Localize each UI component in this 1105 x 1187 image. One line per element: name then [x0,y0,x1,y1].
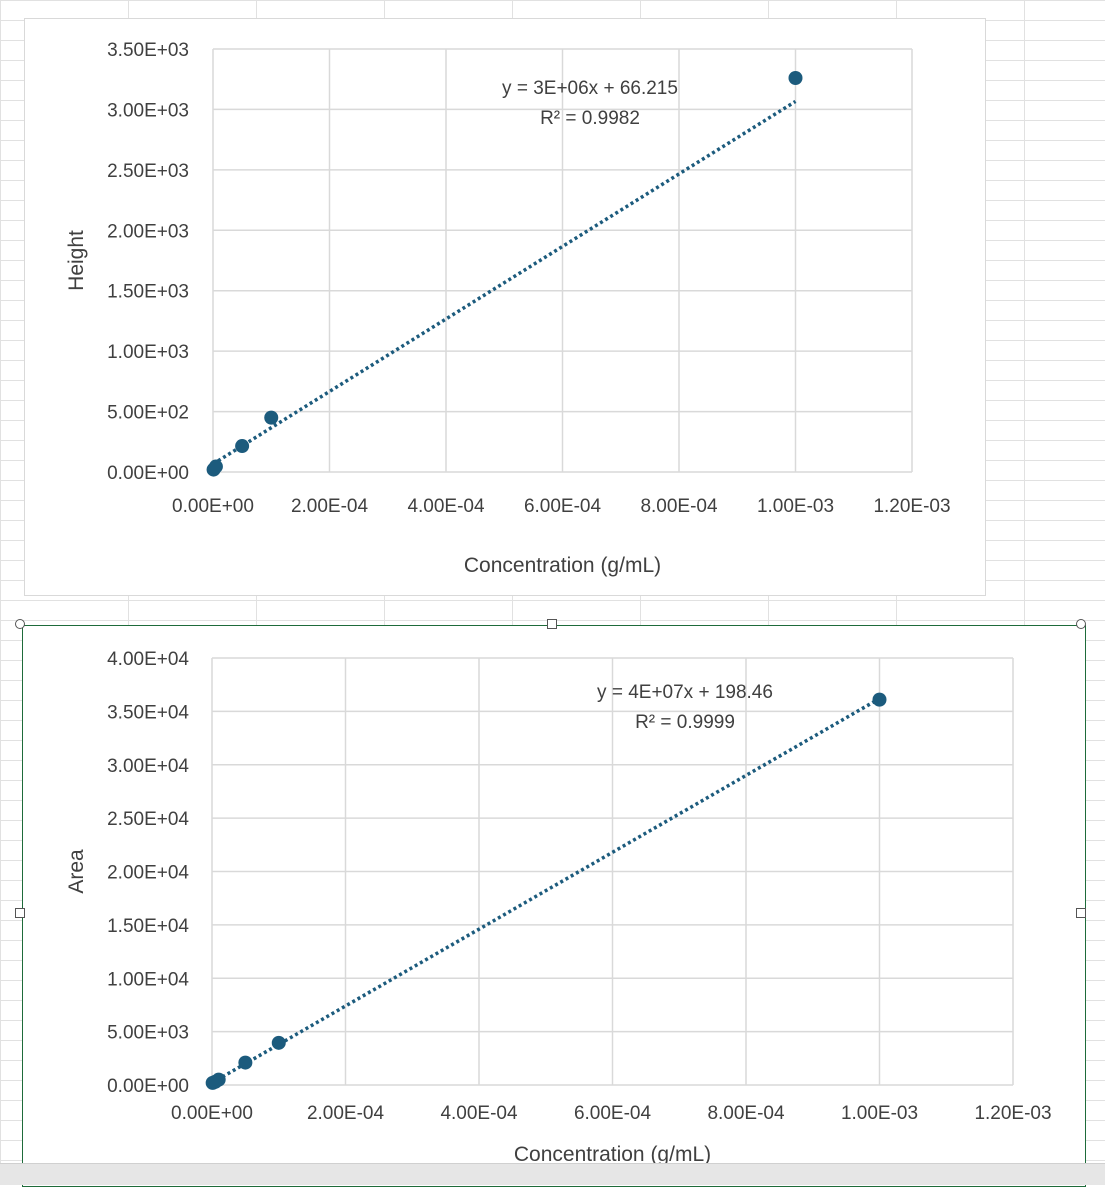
height-chart-plot: 0.00E+00 5.00E+02 1.00E+03 1.50E+03 2.00E+03… [65,40,951,577]
resize-handle-top-center[interactable] [547,619,557,629]
area-chart-data-point [238,1055,253,1070]
height-chart-x-tick-label: 1.00E-03 [757,496,834,517]
height-chart-x-tick-label: 2.00E-04 [291,496,369,517]
area-chart-trendline-r-squared: R² = 0.9999 [635,712,735,733]
area-chart-x-tick-label: 4.00E-04 [440,1103,518,1124]
area-chart-x-tick-label: 6.00E-04 [574,1103,652,1124]
height-chart-y-tick-label: 2.00E+03 [107,221,189,242]
area-chart-data-point [271,1035,286,1050]
height-chart-y-tick-label: 0.00E+00 [107,463,189,484]
height-chart-y-axis-title: Height [65,230,88,291]
height-chart-x-tick-label: 0.00E+00 [172,496,254,517]
height-chart-data-point [788,71,803,86]
resize-handle-top-right[interactable] [1076,619,1086,629]
height-chart-x-tick-label: 1.20E-03 [873,496,950,517]
area-chart-x-tick-label: 2.00E-04 [307,1103,385,1124]
height-chart-x-tick-label: 6.00E-04 [524,496,602,517]
area-chart-y-tick-label: 1.50E+04 [107,916,189,937]
area-chart-y-tick-label: 2.00E+04 [107,863,189,884]
area-chart-x-tick-label: 1.20E-03 [974,1103,1051,1124]
height-chart-trendline-equation: y = 3E+06x + 66.215 [502,78,678,99]
area-chart-x-tick-label: 8.00E-04 [707,1103,785,1124]
area-chart-trendline-equation: y = 4E+07x + 198.46 [597,682,773,703]
area-chart-y-tick-label: 0.00E+00 [107,1076,189,1097]
height-chart-y-tick-label: 5.00E+02 [107,403,189,424]
area-chart-y-tick-label: 2.50E+04 [107,809,189,830]
area-chart-data-point [211,1072,226,1087]
area-chart-x-axis-title: Concentration (g/mL) [514,1143,711,1166]
height-chart-y-tick-label: 1.50E+03 [107,282,189,303]
height-chart-data-point [208,459,223,474]
height-chart-y-tick-label: 1.00E+03 [107,342,189,363]
height-chart[interactable]: 0.00E+00 5.00E+02 1.00E+03 1.50E+03 2.00E+03… [24,18,986,596]
area-chart-plot: 0.00E+00 5.00E+03 1.00E+04 1.50E+04 2.00E+04… [65,649,1052,1166]
area-chart-y-axis-title: Area [65,849,88,894]
horizontal-scrollbar[interactable] [0,1163,1105,1185]
height-chart-y-tick-label: 2.50E+03 [107,161,189,182]
area-chart-x-tick-label: 1.00E-03 [841,1103,918,1124]
area-chart-y-tick-label: 4.00E+04 [107,649,189,670]
area-chart-data-point [872,692,887,707]
area-chart[interactable]: 0.00E+00 5.00E+03 1.00E+04 1.50E+04 2.00E+04… [22,625,1086,1187]
height-chart-data-point [235,439,250,454]
area-chart-y-tick-label: 1.00E+04 [107,969,189,990]
area-chart-y-tick-label: 5.00E+03 [107,1023,189,1044]
resize-handle-middle-left[interactable] [15,908,25,918]
area-chart-y-tick-label: 3.00E+04 [107,756,189,777]
height-chart-x-tick-label: 4.00E-04 [407,496,485,517]
resize-handle-middle-right[interactable] [1076,908,1086,918]
height-chart-trendline [212,99,797,466]
height-chart-x-axis-title: Concentration (g/mL) [464,554,661,577]
height-chart-y-tick-label: 3.50E+03 [107,40,189,61]
height-chart-trendline-r-squared: R² = 0.9982 [540,108,640,129]
area-chart-trendline [211,697,881,1085]
height-chart-data-point [264,410,279,425]
area-chart-x-tick-label: 0.00E+00 [171,1103,253,1124]
area-chart-y-tick-label: 3.50E+04 [107,702,189,723]
height-chart-x-tick-label: 8.00E-04 [640,496,718,517]
resize-handle-top-left[interactable] [15,619,25,629]
height-chart-y-tick-label: 3.00E+03 [107,100,189,121]
